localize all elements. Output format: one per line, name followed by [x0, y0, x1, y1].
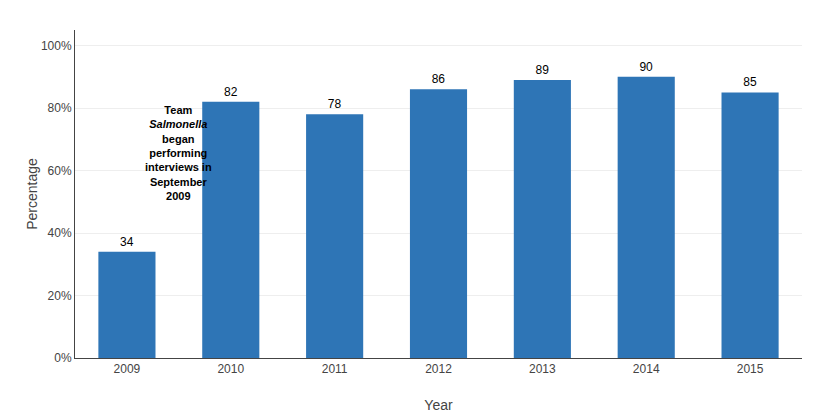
svg-text:2014: 2014	[633, 362, 660, 376]
svg-text:2015: 2015	[737, 362, 764, 376]
svg-text:Percentage: Percentage	[24, 158, 40, 230]
svg-text:2012: 2012	[425, 362, 452, 376]
svg-text:2009: 2009	[114, 362, 141, 376]
svg-text:TeamSalmonellabeganperformingi: TeamSalmonellabeganperforminginterviews …	[145, 104, 212, 202]
svg-text:Year: Year	[424, 397, 453, 413]
svg-text:100%: 100%	[41, 39, 72, 53]
svg-text:82: 82	[224, 85, 238, 99]
svg-text:78: 78	[328, 97, 342, 111]
svg-text:85: 85	[743, 75, 757, 89]
svg-text:40%: 40%	[48, 226, 72, 240]
svg-text:2010: 2010	[217, 362, 244, 376]
svg-text:89: 89	[536, 63, 550, 77]
svg-text:60%: 60%	[48, 164, 72, 178]
svg-text:90: 90	[639, 60, 653, 74]
svg-text:0%: 0%	[54, 351, 72, 365]
svg-text:34: 34	[120, 235, 134, 249]
svg-text:80%: 80%	[48, 101, 72, 115]
svg-text:20%: 20%	[48, 289, 72, 303]
svg-text:86: 86	[432, 72, 446, 86]
svg-text:2011: 2011	[322, 362, 348, 376]
svg-text:2013: 2013	[529, 362, 556, 376]
